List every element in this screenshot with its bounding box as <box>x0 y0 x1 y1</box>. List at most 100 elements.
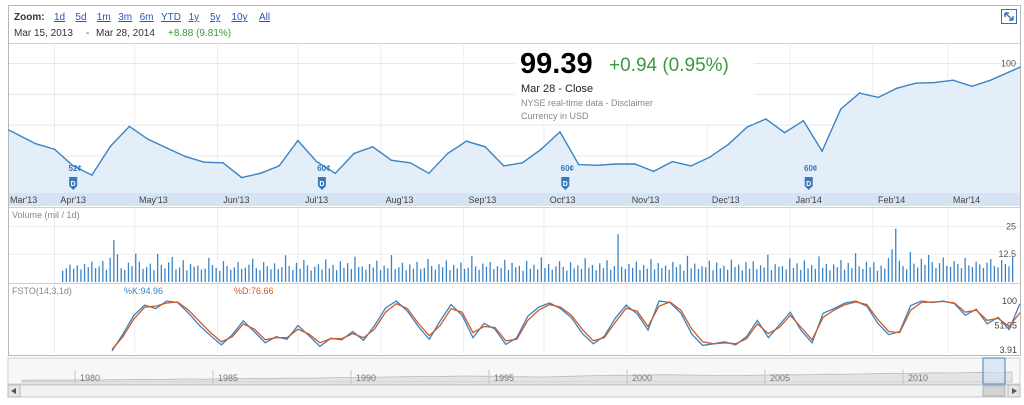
navigator-selection[interactable] <box>983 358 1005 384</box>
dividend-label: 60¢ <box>561 164 575 173</box>
volume-bar <box>179 268 180 282</box>
volume-bar <box>994 266 995 282</box>
volume-bar <box>358 267 359 282</box>
navigator-tick-label: 2010 <box>908 373 928 383</box>
volume-bar <box>252 259 253 282</box>
price-x-tick: Feb'14 <box>878 195 905 205</box>
price-point <box>934 82 936 84</box>
volume-bar <box>592 265 593 282</box>
volume-bar <box>373 268 374 282</box>
dividend-marker-letter: D <box>71 181 76 188</box>
volume-bar <box>365 270 366 282</box>
volume-bar <box>274 263 275 282</box>
dividend-label: 52¢ <box>69 164 83 173</box>
volume-bar <box>442 267 443 282</box>
price-x-tick: Mar'14 <box>953 195 980 205</box>
volume-bar <box>555 266 556 282</box>
zoom-option-ytd[interactable]: YTD <box>161 12 181 23</box>
volume-bar <box>979 264 980 282</box>
volume-bar <box>701 266 702 282</box>
volume-bar <box>658 263 659 282</box>
volume-bar <box>427 259 428 282</box>
volume-bar <box>230 270 231 282</box>
price-point <box>859 92 861 94</box>
volume-bar <box>753 261 754 282</box>
arrow-left-icon[interactable] <box>8 385 20 397</box>
zoom-option-3m[interactable]: 3m <box>118 12 132 23</box>
volume-bar <box>300 269 301 282</box>
price-point <box>166 147 168 149</box>
volume-bar <box>190 264 191 282</box>
volume-bar <box>248 265 249 282</box>
volume-bar <box>881 266 882 282</box>
zoom-option-1m[interactable]: 1m <box>97 12 111 23</box>
price-point <box>915 82 917 84</box>
volume-bar <box>84 264 85 282</box>
expand-icon[interactable] <box>1002 10 1017 24</box>
zoom-option-1y[interactable]: 1y <box>189 12 200 23</box>
price-point <box>484 146 486 148</box>
fsto-d-label: %D:76.66 <box>234 286 274 296</box>
volume-bar <box>822 268 823 282</box>
volume-bar <box>69 265 70 282</box>
volume-bar <box>292 270 293 282</box>
zoom-option-10y[interactable]: 10y <box>231 12 247 23</box>
volume-bar <box>873 262 874 282</box>
volume-bar <box>99 266 100 282</box>
volume-bar <box>767 255 768 282</box>
price-point <box>597 164 599 166</box>
volume-bar <box>490 262 491 282</box>
price-point <box>297 140 299 142</box>
price-point <box>990 79 992 81</box>
scrollbar-thumb[interactable] <box>983 386 1005 396</box>
scrollbar[interactable] <box>8 385 1020 397</box>
volume-bar <box>599 263 600 282</box>
volume-bar <box>877 271 878 282</box>
volume-bar <box>420 269 421 282</box>
dividend-label: 60¢ <box>804 164 818 173</box>
zoom-option-6m[interactable]: 6m <box>140 12 154 23</box>
range-start: Mar 15, 2013 <box>14 28 73 39</box>
volume-bar <box>537 269 538 282</box>
volume-bar <box>526 261 527 282</box>
volume-bar <box>369 264 370 282</box>
volume-bar <box>354 257 355 282</box>
volume-bar <box>522 271 523 282</box>
volume-bar <box>954 261 955 282</box>
price-x-tick: Apr'13 <box>60 195 86 205</box>
volume-bar <box>117 254 118 282</box>
volume-bar <box>745 262 746 282</box>
volume-bar <box>88 267 89 282</box>
zoom-option-1d[interactable]: 1d <box>54 12 65 23</box>
volume-bar <box>245 268 246 282</box>
zoom-option-5y[interactable]: 5y <box>210 12 221 23</box>
volume-bar <box>588 268 589 282</box>
volume-bar <box>691 268 692 282</box>
dividend-marker-letter: D <box>806 181 811 188</box>
price-point <box>971 86 973 88</box>
price-point <box>896 87 898 89</box>
volume-bar <box>548 264 549 282</box>
price-point <box>185 156 187 158</box>
volume-bar <box>113 240 114 282</box>
volume-bar <box>497 266 498 282</box>
volume-bar <box>950 267 951 282</box>
zoom-option-5d[interactable]: 5d <box>75 12 86 23</box>
navigator[interactable]: 1980 1985 1990 1995 2000 2005 2010 <box>8 358 1020 384</box>
volume-y-tick: 12.5 <box>998 249 1016 259</box>
zoom-option-all[interactable]: All <box>259 12 270 23</box>
volume-bar <box>406 270 407 282</box>
price-point <box>522 162 524 164</box>
volume-bar <box>128 263 129 282</box>
volume-bar <box>899 261 900 282</box>
volume-bar <box>972 267 973 282</box>
volume-bar <box>493 269 494 282</box>
volume-bar <box>720 268 721 282</box>
volume-bar <box>654 269 655 282</box>
volume-bar <box>924 265 925 282</box>
volume-bar <box>449 270 450 282</box>
arrow-right-icon[interactable] <box>1008 385 1020 397</box>
volume-bar <box>110 258 111 282</box>
volume-bar <box>347 263 348 282</box>
volume-bar <box>731 260 732 282</box>
